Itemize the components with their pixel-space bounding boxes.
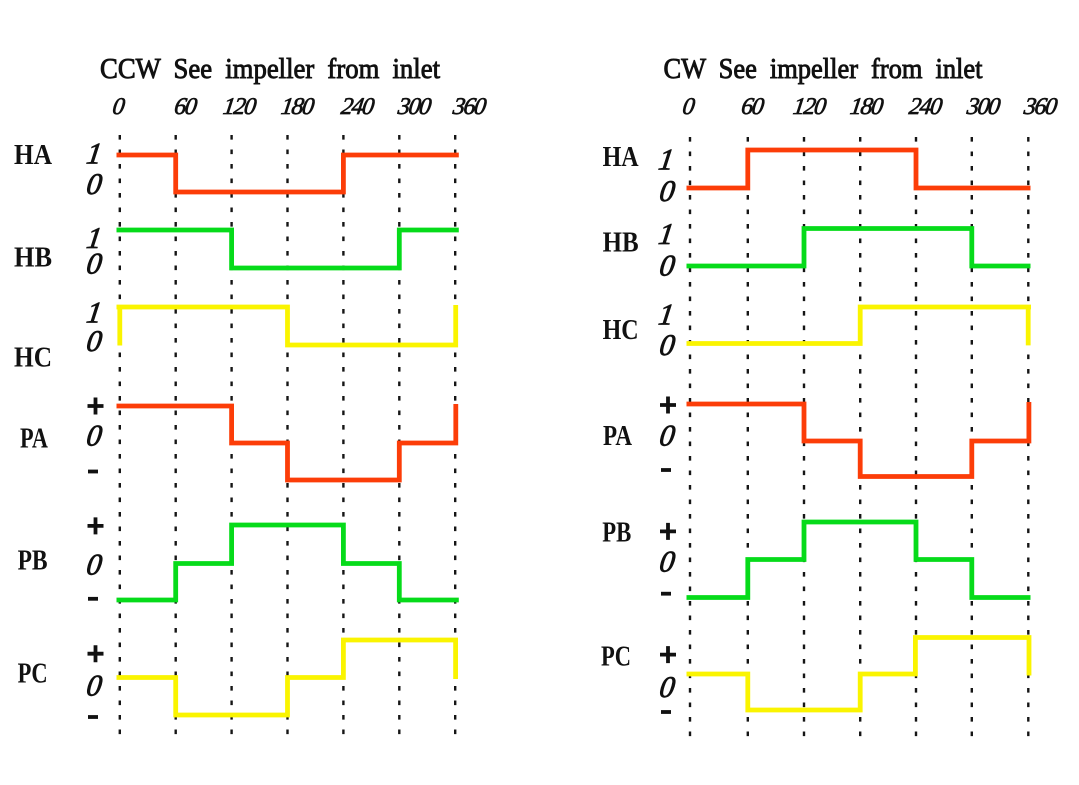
svg-text:PA: PA [603,420,632,452]
svg-text:HC: HC [603,314,639,346]
svg-text:0: 0 [658,545,678,579]
svg-text:0: 0 [85,247,105,281]
svg-text:PC: PC [601,641,631,673]
svg-text:300: 300 [964,94,1002,120]
svg-text:HB: HB [14,242,52,274]
svg-text:0: 0 [658,174,678,208]
svg-text:1: 1 [657,143,677,177]
svg-text:HA: HA [14,139,52,171]
svg-text:240: 240 [339,94,376,120]
svg-text:60: 60 [740,94,766,120]
svg-text:0: 0 [658,328,678,362]
svg-text:CW See impeller from inlet: CW See impeller from inlet [664,53,983,85]
svg-text:HA: HA [603,141,639,173]
svg-text:PB: PB [602,517,631,549]
svg-text:0: 0 [85,548,105,582]
svg-text:CCW See impeller from inlet: CCW See impeller from inlet [100,53,440,85]
svg-text:300: 300 [395,94,433,120]
svg-text:360: 360 [450,94,488,120]
svg-text:120: 120 [221,94,258,120]
svg-text:PB: PB [18,545,48,577]
svg-text:1: 1 [657,217,677,251]
svg-text:180: 180 [848,94,885,120]
svg-text:HB: HB [603,227,639,259]
svg-text:PA: PA [20,423,48,455]
svg-text:240: 240 [907,94,944,120]
svg-text:1: 1 [657,298,677,332]
svg-text:120: 120 [791,94,828,120]
svg-text:0: 0 [85,167,105,201]
svg-text:0: 0 [658,249,678,283]
svg-text:0: 0 [658,419,678,453]
svg-text:1: 1 [85,137,105,171]
svg-text:1: 1 [85,295,105,329]
svg-text:180: 180 [279,94,316,120]
svg-text:0: 0 [658,670,678,704]
svg-text:1: 1 [85,221,105,255]
svg-text:0: 0 [85,669,105,703]
svg-text:0: 0 [85,419,105,453]
svg-text:360: 360 [1021,94,1059,120]
svg-text:0: 0 [85,324,105,358]
svg-text:PC: PC [18,658,48,690]
svg-text:HC: HC [14,342,52,374]
